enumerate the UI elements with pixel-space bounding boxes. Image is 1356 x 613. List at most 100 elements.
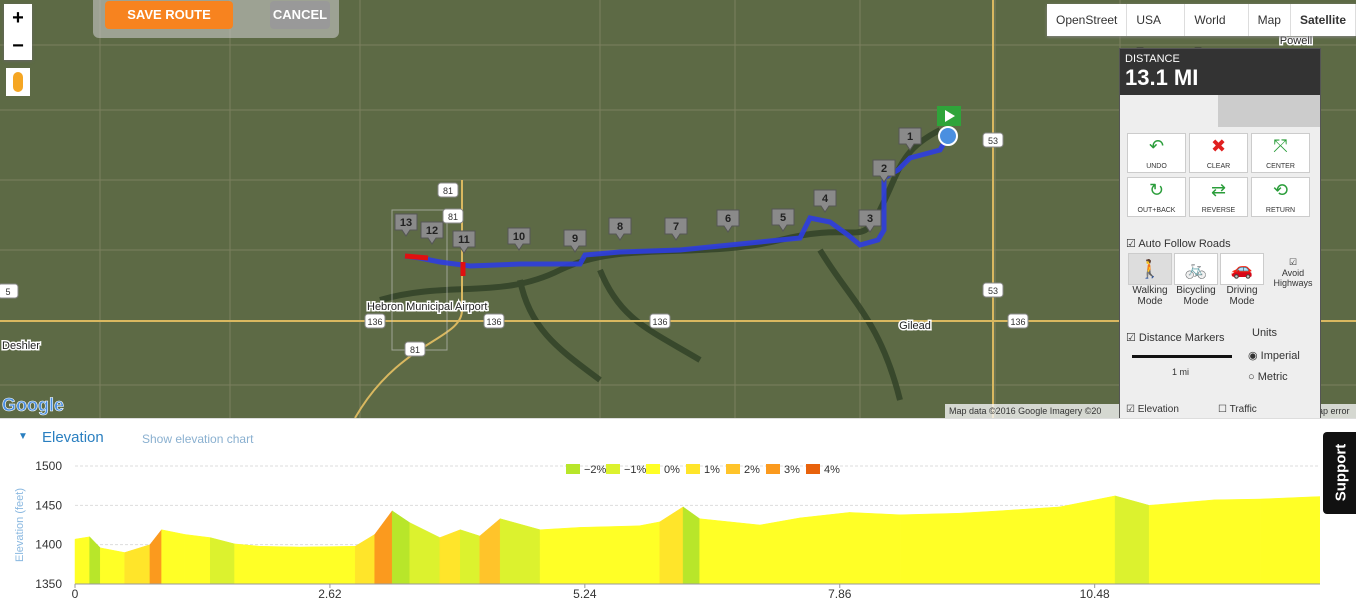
elevation-segment bbox=[539, 527, 581, 585]
cancel-button[interactable]: CANCEL bbox=[270, 1, 330, 29]
distance-marker-label: 5 bbox=[780, 212, 786, 224]
distance-marker bbox=[563, 229, 587, 253]
legend-label: −1% bbox=[624, 464, 647, 476]
road-sign-label: 136 bbox=[652, 317, 667, 327]
imperial-label: Imperial bbox=[1260, 350, 1300, 362]
tool-icon: ⇄ bbox=[1210, 180, 1227, 200]
travel-mode[interactable]: 🚲 Bicycling Mode bbox=[1174, 253, 1218, 307]
distance-marker bbox=[898, 127, 922, 151]
distance-markers-label: Distance Markers bbox=[1138, 332, 1225, 344]
x-tick-label: 7.86 bbox=[828, 587, 852, 601]
elevation-option[interactable]: ☑ Elevation bbox=[1126, 404, 1179, 415]
tool-button[interactable]: ⇄ REVERSE bbox=[1189, 177, 1248, 217]
elevation-segment bbox=[959, 510, 1000, 585]
route-toolbar: SAVE ROUTE CANCEL bbox=[93, 0, 339, 38]
elevation-segment bbox=[479, 518, 501, 585]
road-sign-label: 136 bbox=[367, 317, 382, 327]
distance-markers[interactable]: ☑ Distance Markers bbox=[1126, 332, 1225, 344]
elevation-segment bbox=[259, 545, 301, 585]
distance-marker-label: 6 bbox=[725, 213, 731, 225]
road-sign-label: 81 bbox=[410, 345, 420, 355]
elevation-segment bbox=[124, 544, 151, 585]
elevation-segment bbox=[209, 537, 235, 585]
y-tick-label: 1400 bbox=[35, 538, 62, 552]
distance-marker-label: 11 bbox=[458, 234, 470, 246]
auto-follow-label: Auto Follow Roads bbox=[1138, 238, 1231, 250]
travel-mode[interactable]: 🚶 Walking Mode bbox=[1128, 253, 1172, 307]
elevation-segment bbox=[89, 536, 101, 585]
support-tab[interactable]: Support bbox=[1323, 432, 1356, 514]
tool-button-label: CENTER bbox=[1266, 163, 1295, 170]
auto-follow[interactable]: ☑ Auto Follow Roads bbox=[1126, 238, 1231, 250]
map-type-button[interactable]: USA Topo bbox=[1127, 4, 1186, 59]
tool-button-label: OUT+BACK bbox=[1137, 207, 1176, 214]
tool-icon: ⟲ bbox=[1272, 180, 1289, 200]
distance-marker-label: 10 bbox=[513, 231, 525, 243]
y-axis-label: Elevation (feet) bbox=[14, 488, 26, 562]
elevation-segment bbox=[899, 512, 960, 585]
distance-marker-label: 8 bbox=[617, 221, 623, 233]
travel-mode[interactable]: 🚗 Driving Mode bbox=[1220, 253, 1264, 307]
tool-button[interactable]: ✖ CLEAR bbox=[1189, 133, 1248, 173]
imperial-option[interactable]: ◉ Imperial bbox=[1248, 350, 1300, 362]
road-sign bbox=[982, 132, 1004, 148]
road-sign-label: 53 bbox=[988, 136, 998, 146]
distance-marker-label: 3 bbox=[867, 213, 873, 225]
elevation-title[interactable]: Elevation bbox=[42, 429, 104, 446]
x-tick-label: 5.24 bbox=[573, 587, 597, 601]
elevation-segment bbox=[161, 529, 186, 585]
elevation-toggle[interactable]: Show elevation chart bbox=[142, 432, 254, 446]
metric-option[interactable]: ○ Metric bbox=[1248, 371, 1288, 383]
pegman[interactable] bbox=[6, 68, 30, 96]
tool-button[interactable]: ⟲ RETURN bbox=[1251, 177, 1310, 217]
legend-swatch bbox=[606, 464, 620, 474]
mode-icon: 🚲 bbox=[1174, 253, 1218, 285]
place-label: Hebron Municipal Airport bbox=[367, 301, 487, 313]
avoid-highways[interactable]: ☑ Avoid Highways bbox=[1273, 257, 1313, 288]
tool-button[interactable]: ↻ OUT+BACK bbox=[1127, 177, 1186, 217]
distance-marker bbox=[608, 217, 632, 241]
y-tick-label: 1500 bbox=[35, 459, 62, 473]
traffic-label: Traffic bbox=[1229, 404, 1257, 415]
save-route-button[interactable]: SAVE ROUTE bbox=[105, 1, 233, 29]
route-panel: DISTANCE 13.1 MI ☑ Auto Follow Roads ☑ Av… bbox=[1119, 48, 1321, 420]
elevation-chart: 1350 1400 1450 1500 0 2.62 5.24 7.86 10.48 Elevat… bbox=[14, 459, 1320, 601]
elevation-segment bbox=[799, 512, 850, 585]
traffic-option[interactable]: ☐ Traffic bbox=[1218, 404, 1257, 415]
map-type-button[interactable]: OpenStreet bbox=[1047, 4, 1128, 36]
map-type-button[interactable]: World Topo bbox=[1185, 4, 1249, 59]
legend-swatch bbox=[806, 464, 820, 474]
elevation-segment bbox=[1214, 498, 1261, 585]
zoom-in[interactable]: + bbox=[12, 7, 24, 29]
mode-label: Driving Mode bbox=[1226, 285, 1258, 307]
elevation-header: ▼ Elevation Show elevation chart bbox=[0, 418, 1356, 457]
mode-label: Bicycling Mode bbox=[1176, 285, 1216, 307]
units-label: Units bbox=[1252, 327, 1278, 339]
elevation-segment bbox=[1259, 496, 1320, 585]
elevation-segment bbox=[409, 522, 441, 585]
support-label: Support bbox=[1332, 443, 1350, 502]
road-sign-label: 81 bbox=[443, 186, 453, 196]
place-label: Deshler bbox=[2, 340, 40, 352]
legend-label: 2% bbox=[744, 464, 760, 476]
distance-marker bbox=[664, 217, 688, 241]
map-type-button[interactable]: Satellite bbox=[1291, 4, 1356, 36]
tools-tab[interactable] bbox=[1120, 95, 1218, 127]
distance-marker bbox=[771, 208, 795, 232]
road-sign bbox=[404, 341, 426, 357]
road-sign-label: 81 bbox=[448, 212, 458, 222]
road-sign bbox=[649, 313, 671, 329]
distance-marker-label: 7 bbox=[673, 221, 679, 233]
map-type-button[interactable]: Map bbox=[1249, 4, 1291, 36]
tool-button[interactable]: ↶ UNDO bbox=[1127, 133, 1186, 173]
legend-swatch bbox=[566, 464, 580, 474]
x-tick-label: 2.62 bbox=[318, 587, 342, 601]
marker-slider[interactable] bbox=[1132, 355, 1232, 358]
tool-button[interactable]: ⤧ CENTER bbox=[1251, 133, 1310, 173]
zoom-out[interactable]: − bbox=[12, 35, 24, 57]
notes-tab[interactable] bbox=[1218, 95, 1320, 127]
map-error: ap error bbox=[1318, 406, 1350, 416]
attribution: Map data ©2016 Google Imagery ©20 bbox=[949, 406, 1101, 416]
elevation-segment bbox=[699, 518, 761, 585]
elevation-segment bbox=[374, 510, 393, 585]
